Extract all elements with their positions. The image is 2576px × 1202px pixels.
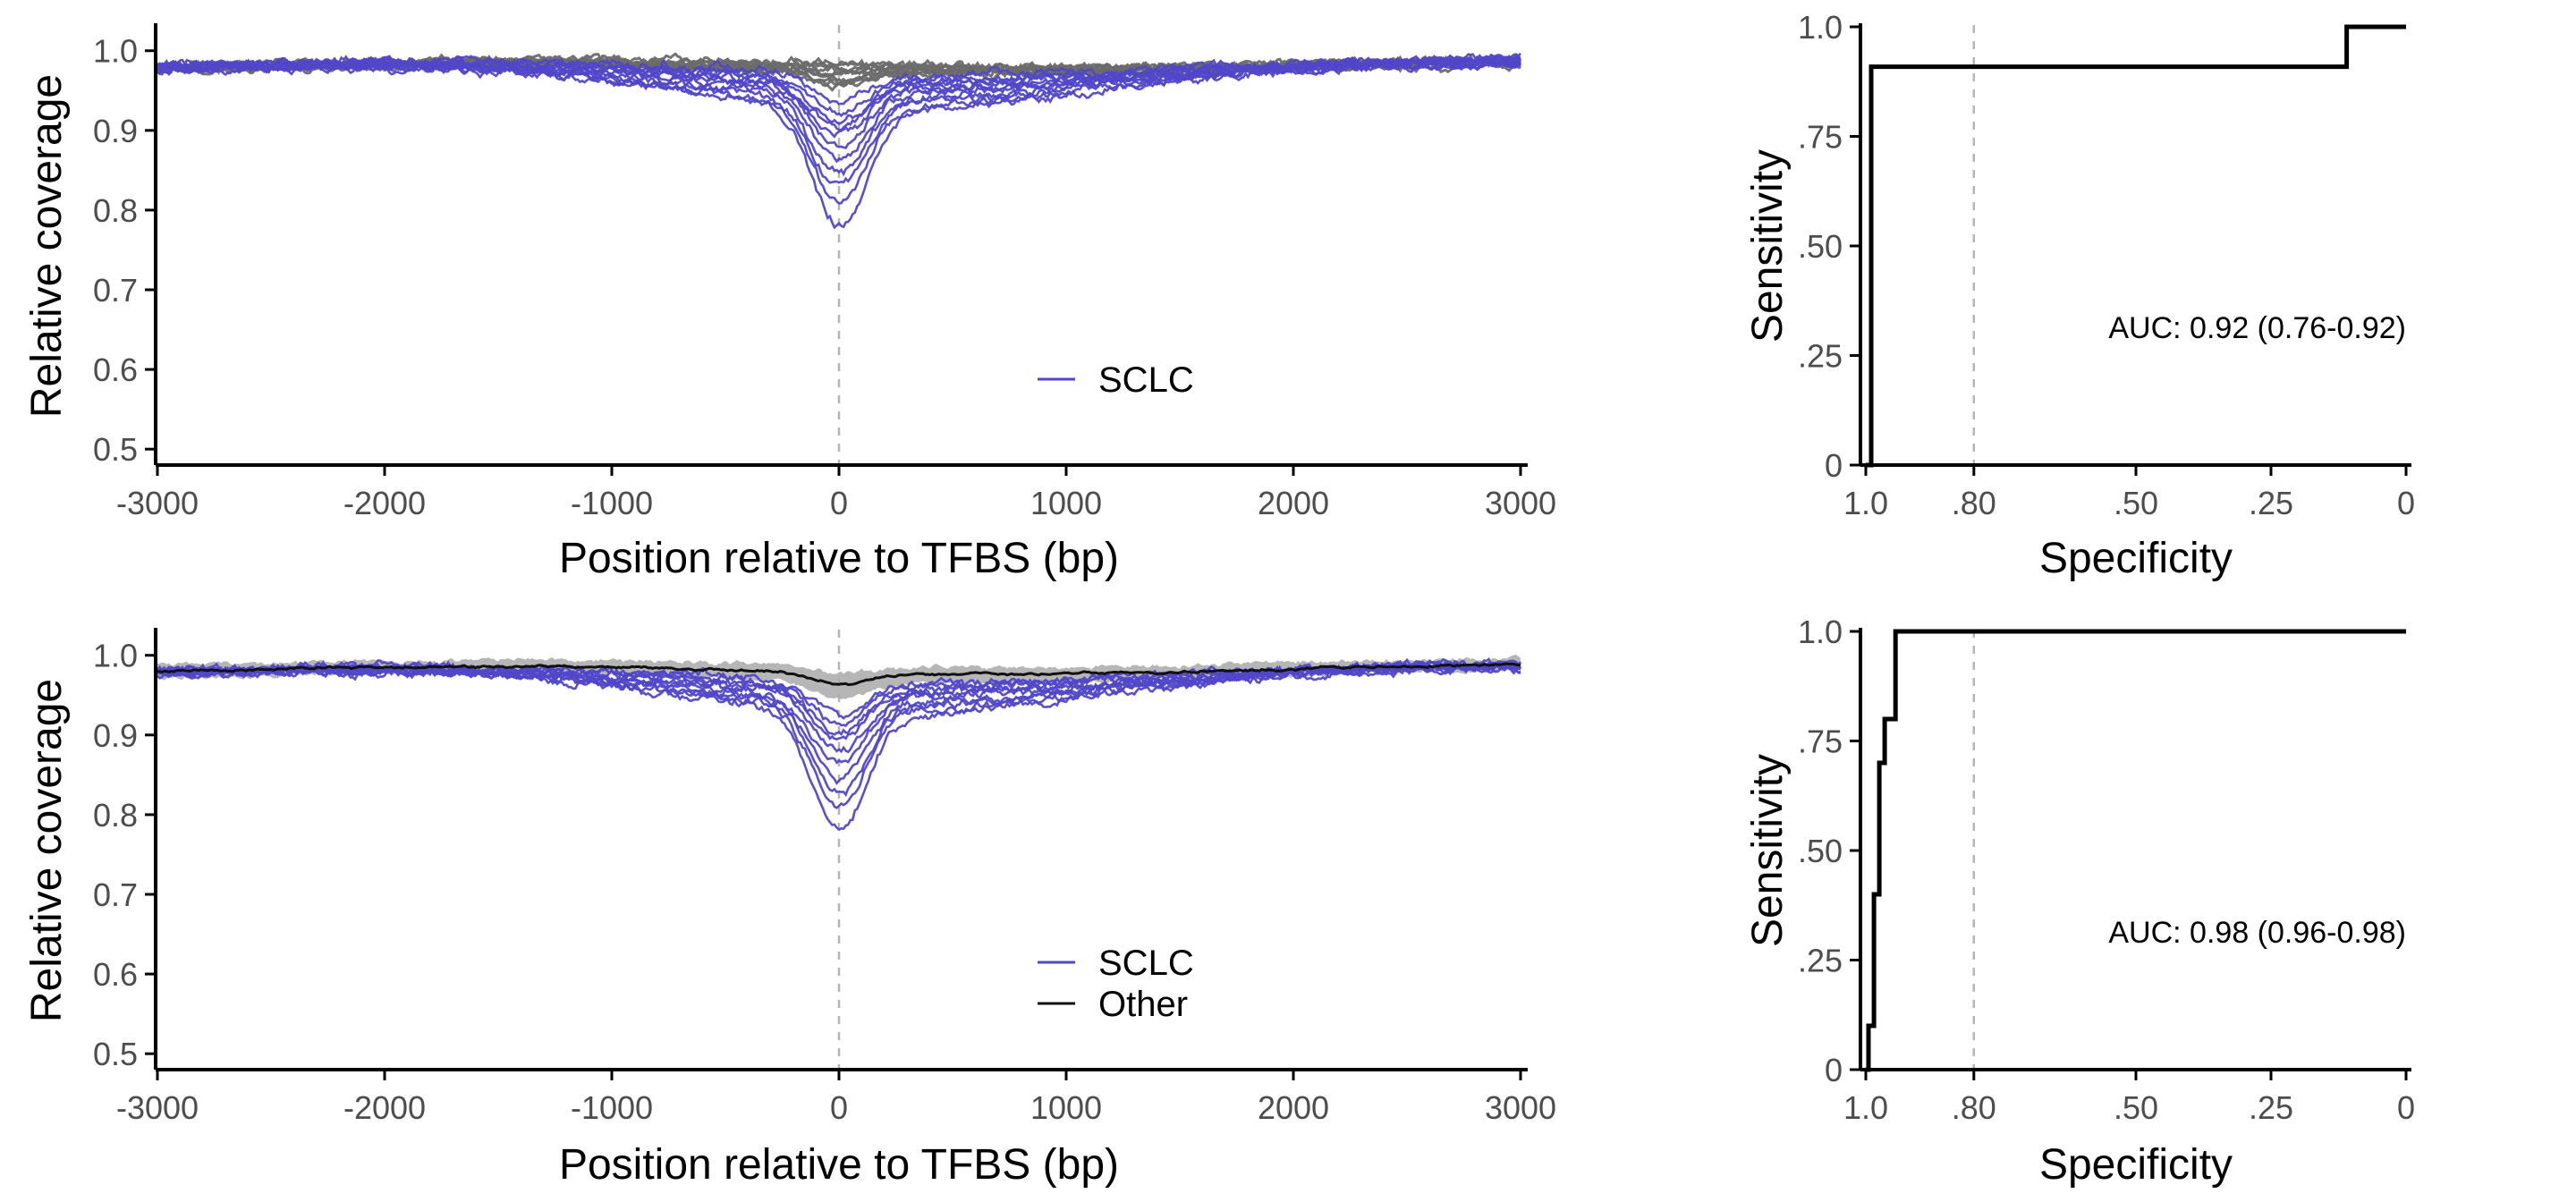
legend-label: SCLC [1098, 360, 1194, 400]
x-tick-label: .25 [2249, 485, 2293, 521]
sclc-series-line [157, 58, 1521, 133]
x-tick-label: 2000 [1258, 485, 1329, 521]
other-band [157, 655, 1521, 699]
y-tick-label: 0.9 [93, 717, 138, 754]
roc-curve [1866, 629, 2406, 1072]
y-tick-label: .50 [1798, 228, 1843, 265]
y-tick-label: 0.7 [93, 272, 138, 309]
x-tick-label: -1000 [571, 485, 653, 521]
x-tick-label: 1000 [1030, 1089, 1102, 1126]
roc-panel-top: 0 .25 .50 .75 1.0 1.0 .80 .50 .25 0 Specificity Sen… [1744, 9, 2415, 582]
auc-annotation: AUC: 0.92 (0.76-0.92) [2108, 311, 2406, 345]
y-tick-label: 0.5 [93, 1036, 138, 1072]
y-tick-label: .50 [1798, 833, 1843, 869]
x-tick-label: -3000 [116, 1089, 199, 1126]
y-tick-label: 0.8 [93, 797, 138, 834]
y-tick-label: 1.0 [93, 638, 138, 674]
x-tick-label: 1.0 [1843, 1089, 1888, 1126]
x-tick-label: 1000 [1030, 485, 1102, 521]
x-tick-label: .80 [1952, 485, 1996, 521]
y-tick-label: .75 [1798, 119, 1843, 156]
x-tick-label: -2000 [343, 485, 426, 521]
y-tick-label: 0.8 [93, 192, 138, 229]
y-axis-title: Sensitivity [1744, 149, 1792, 343]
legend-label: SCLC [1098, 944, 1194, 983]
x-axis-title: Position relative to TFBS (bp) [559, 1141, 1119, 1189]
y-tick-label: 0 [1825, 1052, 1843, 1088]
y-tick-label: 1.0 [93, 33, 138, 70]
x-tick-label: -1000 [571, 1089, 653, 1126]
y-axis-title: Relative coverage [23, 74, 71, 418]
x-tick-label: 3000 [1485, 1089, 1556, 1126]
sclc-series-line [156, 54, 1521, 106]
x-tick-label: 0 [830, 485, 848, 521]
y-tick-label: 1.0 [1798, 614, 1843, 650]
y-tick-label: 1.0 [1798, 9, 1843, 46]
x-tick-label: 3000 [1485, 485, 1556, 521]
x-tick-label: 0 [830, 1089, 848, 1126]
y-tick-label: .25 [1798, 943, 1843, 979]
auc-annotation: AUC: 0.98 (0.96-0.98) [2108, 916, 2406, 950]
roc-panel-bottom: 0 .25 .50 .75 1.0 1.0 .80 .50 .25 0 Specificity Sen… [1744, 614, 2415, 1189]
x-tick-label: 2000 [1258, 1089, 1329, 1126]
x-tick-label: 1.0 [1843, 485, 1888, 521]
x-axis-title: Position relative to TFBS (bp) [559, 535, 1119, 582]
x-tick-label: .80 [1952, 1089, 1996, 1126]
y-tick-label: 0.5 [93, 431, 138, 468]
x-tick-label: -3000 [116, 485, 199, 521]
x-tick-label: 0 [2397, 485, 2415, 521]
y-tick-label: 0.6 [93, 351, 138, 388]
coverage-panel-bottom: 0.5 0.6 0.7 0.8 0.9 1.0 -3000 -2000 -1000 0 1000 20… [23, 628, 1556, 1189]
other-mean-line [157, 662, 1521, 687]
y-axis-title: Sensitivity [1744, 754, 1792, 947]
x-axis-title: Specificity [2039, 1141, 2233, 1189]
x-axis-title: Specificity [2039, 535, 2233, 582]
legend: SCLC [1038, 360, 1194, 400]
x-tick-label: .50 [2114, 485, 2158, 521]
sclc-series-line [157, 55, 1521, 118]
x-tick-label: .25 [2249, 1089, 2293, 1126]
roc-curve [1866, 24, 2406, 468]
y-tick-label: 0.6 [93, 956, 138, 993]
x-tick-label: -2000 [343, 1089, 426, 1126]
coverage-panel-top: 0.5 0.6 0.7 0.8 0.9 1.0 -3000 -2000 -1000 0 1000 20… [23, 23, 1556, 582]
y-tick-label: 0 [1825, 447, 1843, 484]
y-tick-label: .75 [1798, 724, 1843, 760]
legend-label: Other [1098, 985, 1188, 1024]
x-tick-label: .50 [2114, 1089, 2158, 1126]
y-tick-label: 0.7 [93, 876, 138, 913]
y-tick-label: .25 [1798, 338, 1843, 375]
y-tick-label: 0.9 [93, 113, 138, 149]
x-tick-label: 0 [2397, 1089, 2415, 1126]
y-axis-title: Relative coverage [23, 679, 71, 1022]
